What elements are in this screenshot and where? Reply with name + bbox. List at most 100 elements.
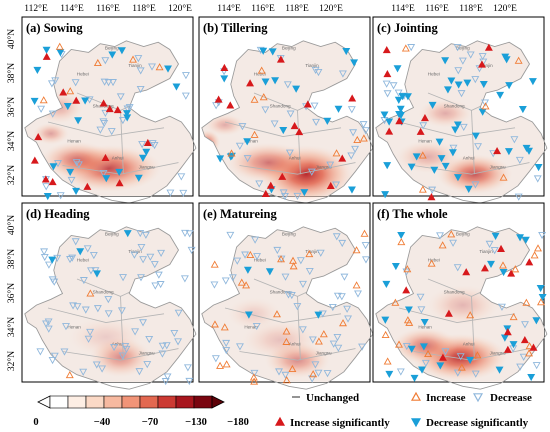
decrease-marker (252, 323, 261, 331)
decrease-significant-marker (412, 153, 421, 161)
decrease-marker (157, 249, 166, 257)
decrease-marker (60, 348, 69, 356)
decrease-marker (62, 323, 70, 331)
province-boundary (398, 121, 516, 137)
decrease-marker (361, 256, 370, 264)
increase-significant-marker (484, 43, 493, 51)
decrease-marker (338, 70, 347, 78)
region-label: Anhui (289, 342, 301, 347)
region-label: Hebei (77, 72, 89, 77)
region-label: Hebei (428, 72, 440, 77)
anomaly-area (426, 285, 500, 326)
increase-symbol (410, 391, 422, 401)
decrease-marker (68, 254, 77, 262)
decrease-marker (162, 342, 171, 350)
decrease-marker (466, 51, 475, 59)
colorbar: 0 −40 −70 −130 −180 (33, 395, 249, 428)
decrease-significant-marker (441, 57, 450, 65)
decrease-marker (131, 328, 140, 336)
increase-marker (352, 281, 361, 289)
colorbar-tick-label: −70 (142, 417, 158, 428)
decrease-marker (281, 273, 290, 281)
decrease-significant-marker (342, 47, 351, 56)
latitude-label: 34°N (6, 131, 17, 151)
increase-marker (289, 256, 297, 264)
decrease-marker (89, 252, 98, 260)
decrease-marker (471, 370, 480, 378)
decrease-marker (323, 370, 332, 378)
province-boundary (239, 348, 356, 361)
decrease-significant-marker (385, 370, 394, 378)
decrease-marker (226, 231, 235, 240)
decrease-marker (485, 240, 494, 248)
decrease-marker (84, 335, 93, 343)
latitude-label: 40°N (6, 29, 17, 49)
increase-significant-marker (529, 343, 538, 351)
decrease-significant-marker (518, 106, 527, 114)
latitude-label: 36°N (6, 283, 17, 303)
decrease-significant-marker (74, 117, 83, 125)
decrease-marker (270, 120, 279, 128)
decrease-significant-marker (350, 59, 359, 67)
decrease-marker (238, 123, 247, 131)
increase-marker (257, 66, 266, 74)
longitude-label: 114°E (60, 3, 84, 14)
decrease-marker (121, 342, 130, 351)
decrease-marker (37, 105, 46, 113)
latitude-label: 38°N (6, 63, 17, 83)
longitude-label: 116°E (96, 3, 120, 14)
decrease-marker (421, 359, 430, 368)
increase-significant-marker (326, 181, 335, 190)
decrease-marker (222, 347, 231, 355)
increase-significant-marker (520, 336, 529, 344)
decrease-marker (81, 306, 90, 314)
decrease-marker (407, 44, 416, 52)
decrease-significant-marker (394, 96, 403, 104)
decrease-marker (44, 325, 53, 333)
increase-marker (93, 58, 102, 67)
decrease-marker (117, 307, 126, 315)
decrease-marker (138, 141, 147, 149)
decrease-marker (222, 339, 231, 348)
decrease-marker (515, 156, 524, 164)
station-markers (212, 46, 370, 201)
legend: 0 −40 −70 −130 −180 Unchanged Increase Decrease… (33, 391, 532, 429)
legend-unchanged-label: Unchanged (306, 392, 359, 404)
decrease-significant-marker (279, 127, 288, 135)
decrease-marker (174, 309, 183, 317)
decrease-marker (71, 238, 80, 246)
decrease-marker (42, 183, 51, 191)
decrease-marker (261, 106, 270, 114)
increase-significant-marker (278, 172, 287, 180)
colorbar-segment (175, 395, 195, 409)
decrease-significant-marker (496, 91, 505, 99)
decrease-significant-marker (534, 164, 543, 172)
decrease-marker (285, 149, 294, 157)
decrease-significant-marker (398, 93, 407, 101)
decrease-significant-marker (123, 230, 132, 238)
decrease-significant-marker (521, 236, 530, 244)
latitude-label: 36°N (6, 97, 17, 117)
increase-marker (282, 337, 291, 345)
decrease-marker (478, 53, 487, 61)
decrease-marker (156, 281, 165, 289)
decrease-significant-marker (138, 154, 147, 162)
increase-marker (391, 298, 400, 306)
station-markers (30, 42, 190, 201)
decrease-marker (416, 293, 425, 301)
decrease-significant-marker (220, 75, 229, 83)
decrease-marker (212, 102, 221, 110)
region-label: Tianjin (128, 63, 142, 68)
region-label: Henan (67, 324, 81, 329)
decrease-significant-marker (471, 132, 480, 140)
increase-significant-marker (338, 154, 347, 162)
increase-significant-marker (444, 309, 453, 317)
decrease-marker (255, 180, 264, 188)
anomaly-area (226, 297, 282, 331)
increase-marker (530, 251, 539, 259)
decrease-marker (148, 140, 157, 148)
decrease-marker (337, 293, 346, 301)
decrease-marker (308, 336, 317, 344)
increase-marker (273, 310, 281, 318)
